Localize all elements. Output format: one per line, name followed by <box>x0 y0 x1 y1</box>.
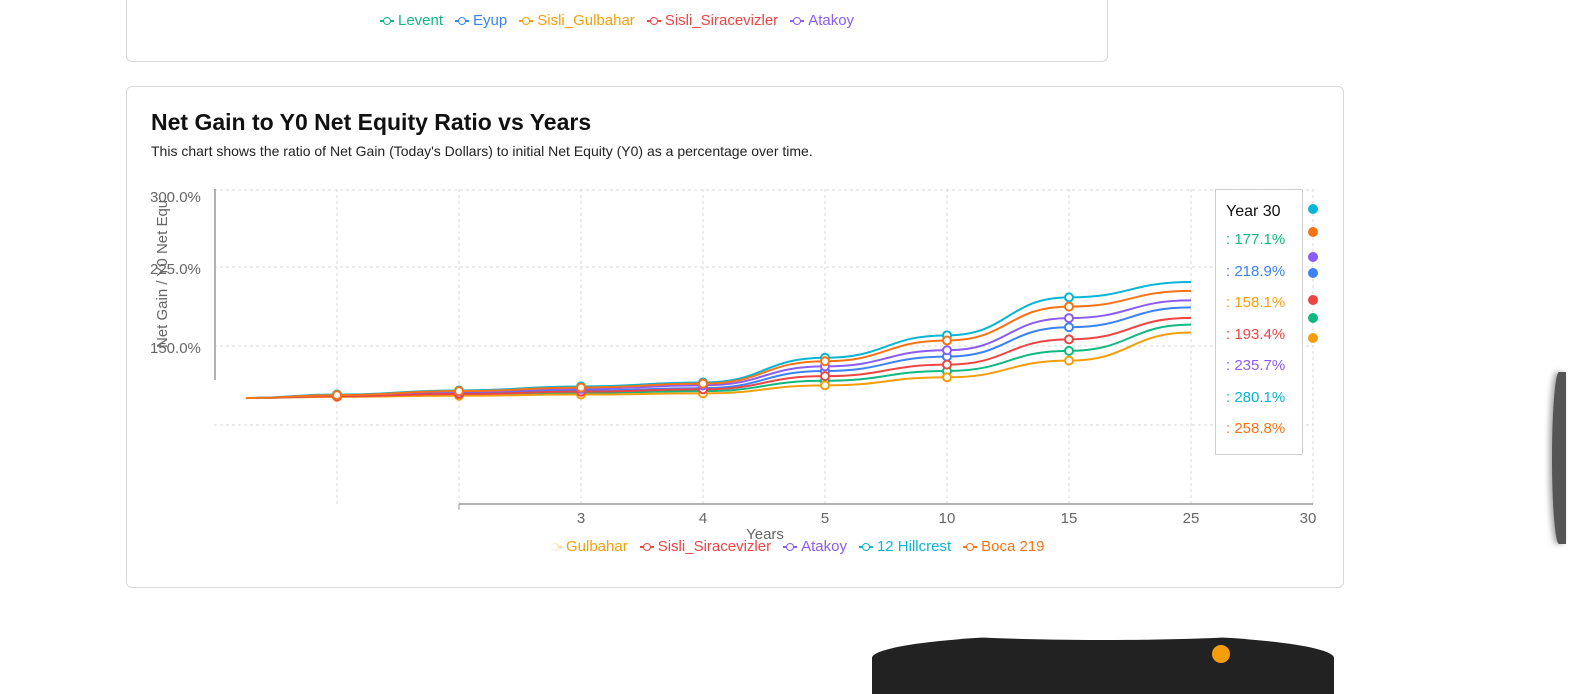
y-tick-label: 225.0% <box>150 261 201 278</box>
series-point <box>332 390 342 401</box>
x-tick-label: 5 <box>821 510 829 527</box>
x-tick-label: 30 <box>1300 510 1317 527</box>
orange-circle-icon <box>1212 645 1230 663</box>
series-point <box>1064 313 1074 324</box>
legend-item[interactable]: Boca 219 <box>963 538 1045 555</box>
legend-marker-icon <box>639 542 654 552</box>
chart-subtitle: This chart shows the ratio of Net Gain (… <box>151 143 813 159</box>
legend-marker-icon <box>790 16 805 26</box>
y-axis-title: Net Gain / Y0 Net Equ <box>154 200 171 348</box>
tooltip-row: : 218.9% <box>1226 262 1286 280</box>
series-point <box>1064 322 1074 333</box>
active-point <box>1308 268 1318 278</box>
series-line <box>245 316 1192 399</box>
legend-label: Gulbahar <box>566 538 628 555</box>
x-tick-label: 3 <box>577 510 585 527</box>
legend-label: Atakoy <box>808 12 855 29</box>
legend-marker-icon <box>858 542 873 552</box>
chart-tooltip: Year 30 : 177.1% : 218.9% : 158.1% : 193.4%… <box>1215 189 1303 455</box>
legend-marker-icon <box>646 16 661 26</box>
series-point <box>820 356 830 367</box>
active-point <box>1308 333 1318 343</box>
active-point <box>1308 227 1318 237</box>
y-tick-label: 150.0% <box>150 340 201 357</box>
active-point <box>1308 295 1318 305</box>
legend-item[interactable]: Atakoy <box>790 12 854 29</box>
series-point <box>942 345 952 356</box>
top-chart-legend: Levent Eyup Sisli_Gulbahar Sisli_Siracevizl… <box>380 12 854 29</box>
legend-item[interactable]: Levent <box>380 12 443 29</box>
legend-label: Levent <box>398 12 444 29</box>
tooltip-row: : 235.7% <box>1226 357 1286 374</box>
legend-label: Sisli_Siracevizler <box>664 12 779 29</box>
series-point <box>454 386 464 397</box>
legend-label: Boca 219 <box>981 538 1045 555</box>
tooltip-row: : 158.1% <box>1226 294 1286 311</box>
series-line <box>245 289 1192 399</box>
legend-marker-icon <box>380 16 394 26</box>
x-tick-label: 10 <box>939 510 956 527</box>
legend-item[interactable]: 12 Hillcrest <box>858 538 952 555</box>
series-point <box>698 378 708 389</box>
series-point <box>1064 334 1074 345</box>
legend-item[interactable]: Sisli_Siracevizler <box>639 538 772 555</box>
x-tick-label: 15 <box>1061 510 1078 527</box>
tooltip-title: Year 30 <box>1226 203 1281 220</box>
active-point <box>1308 252 1318 262</box>
legend-label: Sisli_Siracevizler <box>657 538 772 555</box>
series-point <box>820 371 830 382</box>
tooltip-row: : 177.1% <box>1226 231 1286 248</box>
tooltip-row: : 193.4% <box>1226 325 1286 343</box>
x-tick-label: 25 <box>1183 510 1200 527</box>
series-point <box>576 382 586 393</box>
tooltip-row: : 280.1% <box>1226 388 1286 406</box>
bottom-chart-legend: Gulbahar Sisli_Siracevizler Atakoy 12 Hillc… <box>548 538 1045 555</box>
legend-fade <box>548 536 566 558</box>
series-point <box>1064 301 1074 312</box>
series-point <box>1064 292 1074 303</box>
legend-marker-icon <box>963 542 978 552</box>
legend-label: Atakoy <box>801 538 847 555</box>
series-point <box>820 380 830 391</box>
legend-marker-icon <box>519 16 534 26</box>
legend-marker-icon <box>455 16 470 26</box>
y-tick-label: 300.0% <box>150 189 201 206</box>
x-tick-label: 4 <box>699 510 707 527</box>
previous-chart-card <box>126 0 1108 62</box>
active-point <box>1308 313 1318 323</box>
series-point <box>1064 345 1074 356</box>
series-point <box>942 359 952 370</box>
legend-label: Eyup <box>473 12 508 29</box>
legend-item[interactable]: Sisli_Siracevizler <box>646 12 779 29</box>
series-point <box>942 335 952 346</box>
legend-item[interactable]: Sisli_Gulbahar <box>519 12 635 29</box>
legend-label: Sisli_Gulbahar <box>537 12 635 29</box>
x-axis-title: Years <box>746 526 784 543</box>
legend-item[interactable]: Atakoy <box>783 538 847 555</box>
edge-shadow <box>1552 372 1566 544</box>
dark-overlay-shape <box>872 634 1334 694</box>
legend-item[interactable]: Eyup <box>455 12 507 29</box>
active-point <box>1308 204 1318 214</box>
tooltip-row: : 258.8% <box>1226 420 1286 437</box>
series-point <box>942 372 952 383</box>
chart-title: Net Gain to Y0 Net Equity Ratio vs Years <box>151 109 592 135</box>
legend-marker-icon <box>783 542 798 552</box>
series-point <box>1064 355 1074 366</box>
series-line <box>245 331 1192 399</box>
line-chart[interactable]: 300.0% 225.0% 150.0% 3 4 5 10 15 25 30 Years Net Ga… <box>0 0 1587 669</box>
legend-label: 12 Hillcrest <box>876 538 952 555</box>
